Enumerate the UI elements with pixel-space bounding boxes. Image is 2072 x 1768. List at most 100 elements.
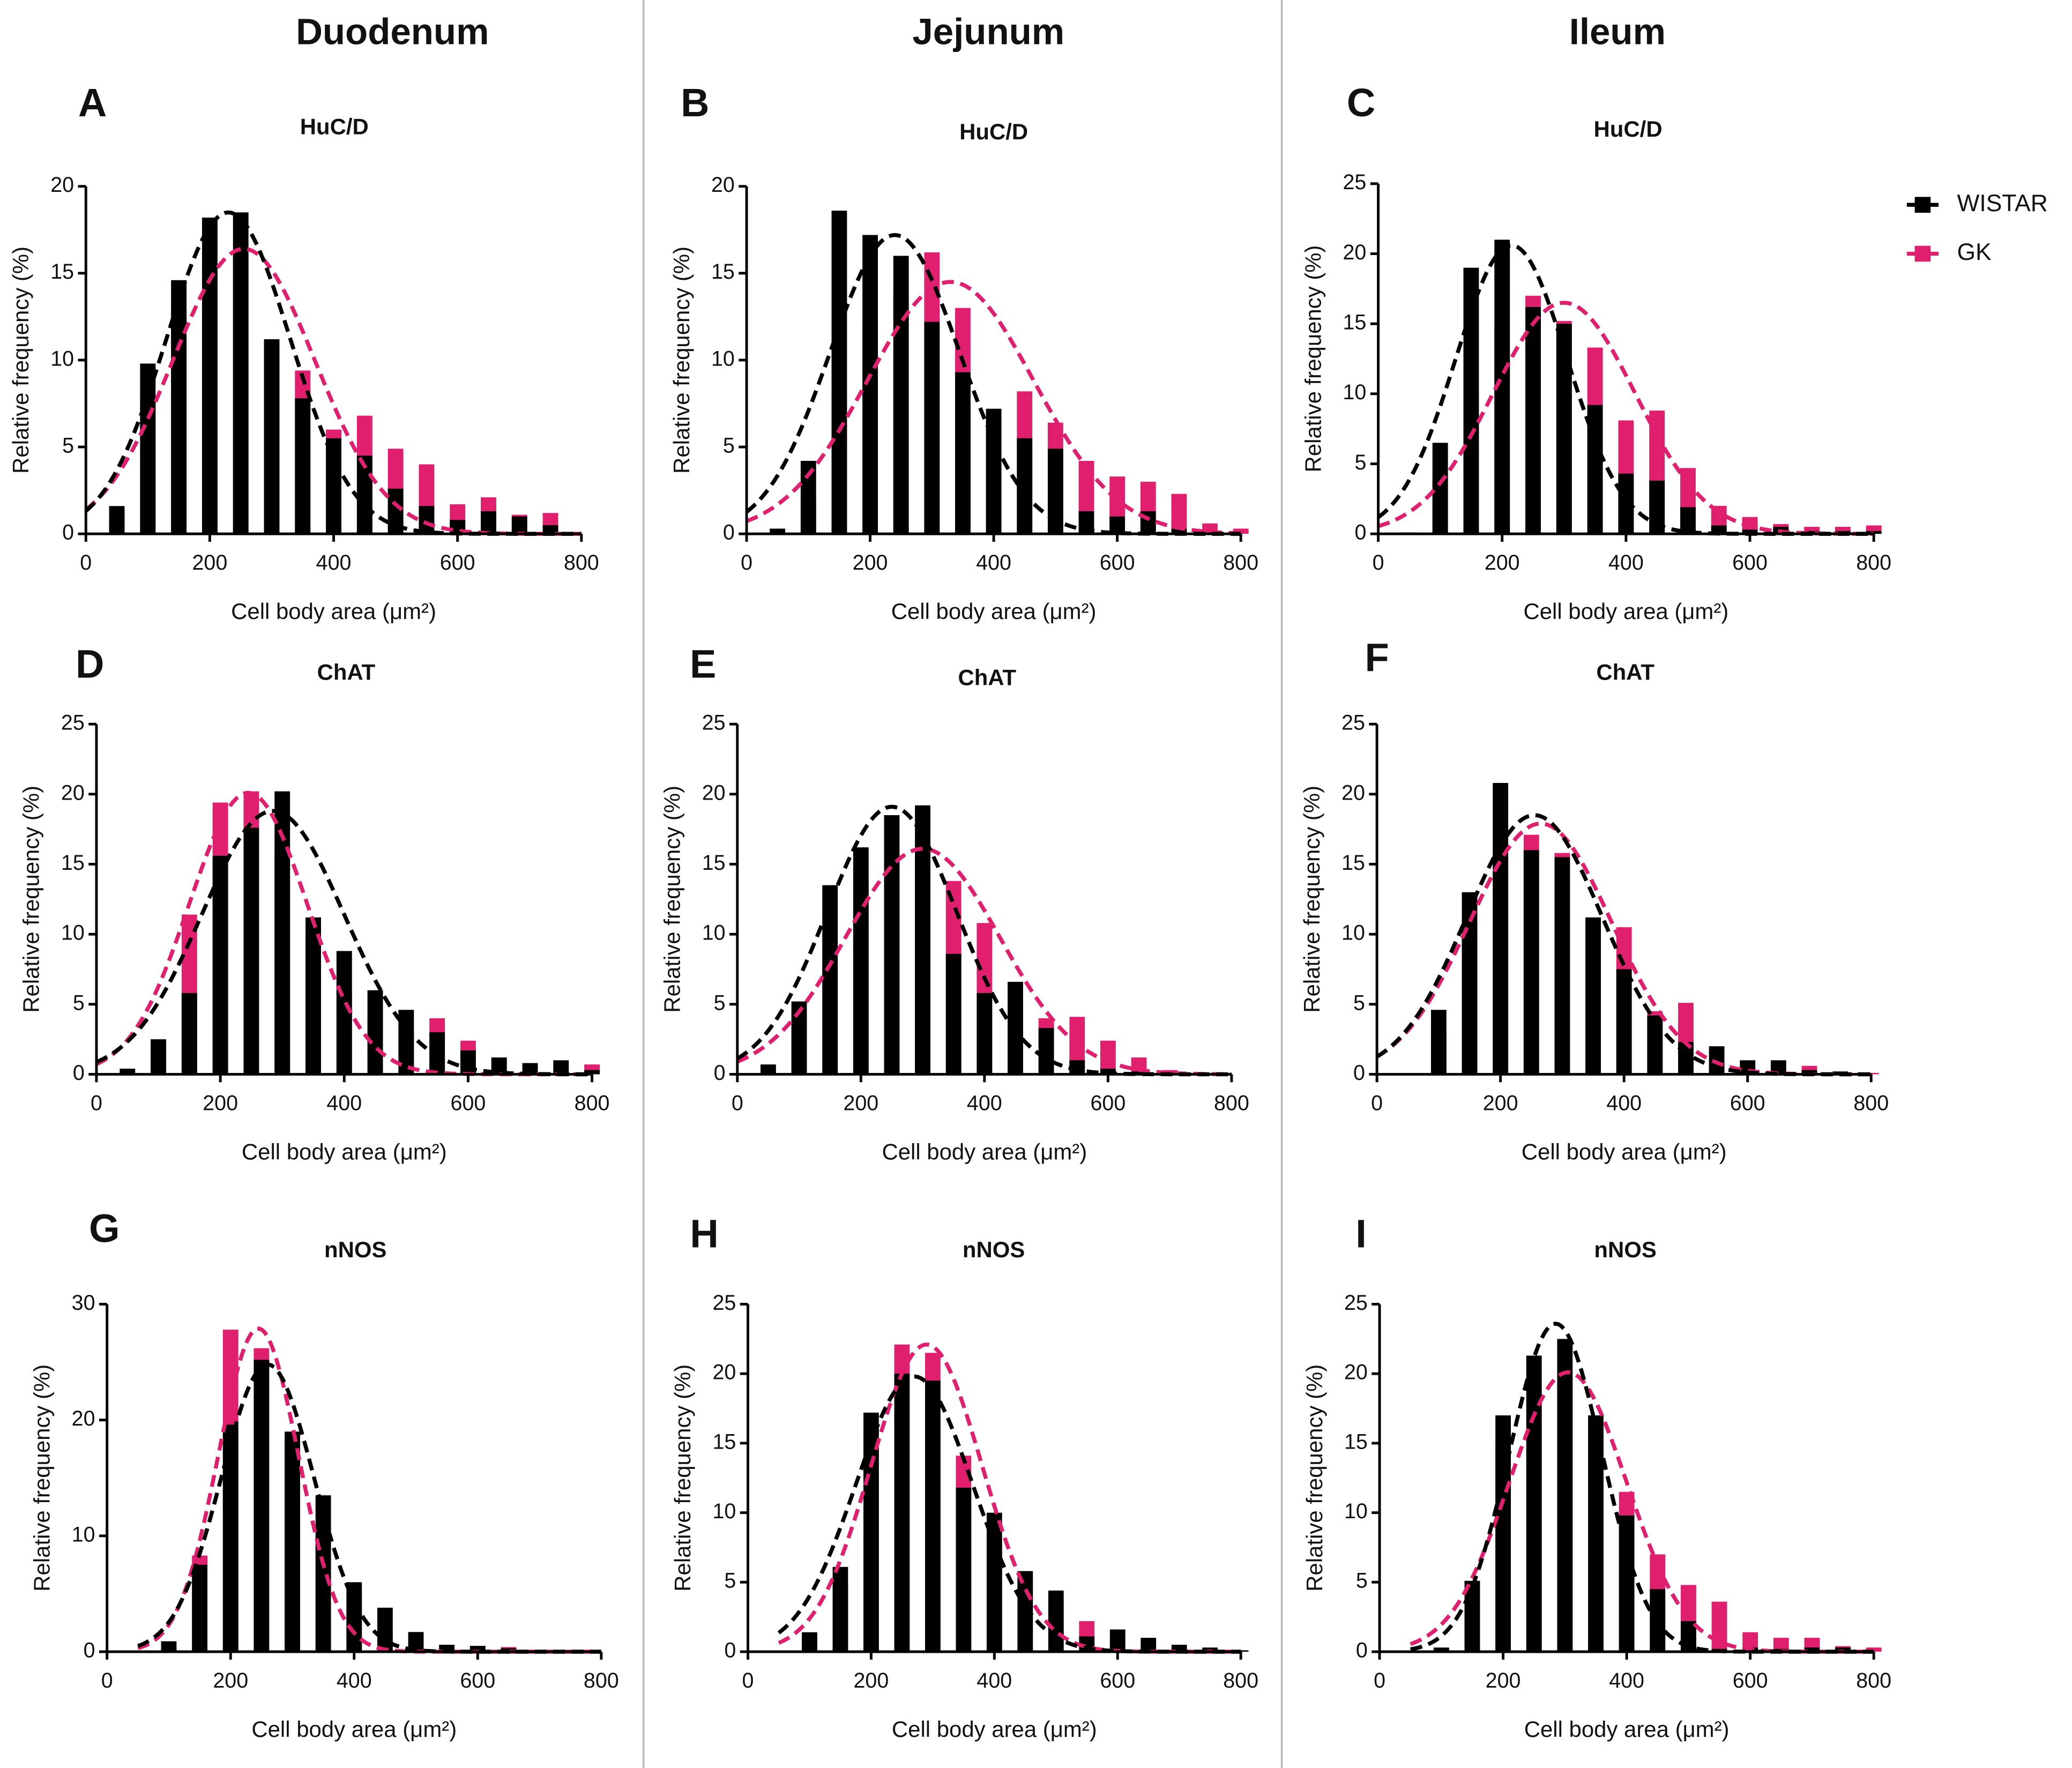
bar — [109, 506, 125, 534]
bar — [285, 1431, 300, 1652]
y-tick-label: 0 — [724, 1638, 736, 1662]
fit-curve — [1410, 1370, 1874, 1654]
panel-letter: F — [1365, 635, 1389, 680]
x-axis-label: Cell body area (μm²) — [1523, 599, 1728, 624]
x-tick-label: 0 — [1371, 1092, 1383, 1115]
x-tick-label: 600 — [440, 551, 475, 575]
x-tick-label: 200 — [213, 1669, 248, 1692]
bar — [181, 993, 197, 1075]
bar — [1171, 528, 1187, 534]
x-tick-label: 0 — [1374, 1669, 1385, 1692]
y-tick-label: 25 — [702, 711, 726, 735]
y-axis-label: Relative frequency (%) — [670, 1364, 695, 1592]
bar — [481, 511, 496, 534]
bar — [925, 1381, 941, 1652]
y-tick-label: 10 — [712, 1500, 736, 1523]
panel-letter: A — [78, 80, 107, 125]
y-tick-label: 15 — [1344, 1430, 1368, 1453]
x-tick-label: 600 — [1732, 551, 1768, 575]
bar — [1131, 1071, 1147, 1075]
panel-title: ChAT — [958, 665, 1016, 690]
x-tick-label: 0 — [91, 1092, 102, 1115]
bar — [770, 528, 786, 534]
bar — [1557, 1339, 1573, 1652]
bar — [1038, 1028, 1054, 1075]
bar — [1233, 1650, 1249, 1652]
x-tick-label: 600 — [1090, 1092, 1126, 1115]
y-tick-label: 15 — [711, 260, 735, 284]
bar — [1804, 1647, 1820, 1652]
bar — [511, 516, 527, 534]
x-tick-label: 200 — [1485, 551, 1520, 575]
bar — [761, 1064, 776, 1075]
x-tick-label: 0 — [741, 551, 752, 575]
bar — [1647, 1015, 1663, 1075]
x-tick-label: 600 — [1100, 551, 1135, 575]
y-tick-label: 10 — [1341, 921, 1365, 945]
bar — [1433, 1647, 1449, 1652]
bar — [1432, 443, 1448, 534]
bar — [894, 1374, 910, 1652]
y-tick-label: 5 — [1353, 991, 1365, 1014]
x-tick-label: 600 — [460, 1669, 495, 1692]
x-tick-label: 600 — [451, 1092, 486, 1115]
y-tick-label: 15 — [61, 851, 85, 875]
legend-label: WISTAR — [1957, 190, 2047, 217]
x-tick-label: 400 — [1606, 1092, 1642, 1115]
y-tick-label: 5 — [73, 991, 85, 1014]
y-tick-label: 25 — [1343, 170, 1367, 194]
bar — [212, 855, 228, 1075]
x-tick-label: 800 — [564, 551, 599, 575]
fit-curve — [778, 1342, 1241, 1654]
y-tick-label: 5 — [724, 1569, 736, 1593]
x-tick-label: 800 — [575, 1092, 610, 1115]
bar — [955, 372, 971, 534]
bar — [1493, 782, 1509, 1075]
bar — [831, 211, 847, 534]
x-tick-label: 200 — [192, 551, 228, 575]
y-tick-label: 15 — [1341, 851, 1365, 875]
bar — [419, 506, 435, 534]
panel-title: nNOS — [1594, 1237, 1656, 1262]
y-tick-label: 15 — [50, 260, 74, 284]
x-tick-label: 200 — [843, 1092, 878, 1115]
fit-curve — [137, 1326, 601, 1654]
y-tick-label: 25 — [712, 1291, 736, 1315]
x-tick-label: 800 — [1853, 1092, 1889, 1115]
y-tick-label: 15 — [702, 851, 726, 875]
x-tick-label: 200 — [203, 1092, 238, 1115]
y-tick-label: 0 — [723, 521, 735, 544]
column-header: Jejunum — [912, 11, 1064, 52]
bar — [326, 438, 342, 534]
fit-curve — [1377, 301, 1874, 536]
x-axis-label: Cell body area (μm²) — [1524, 1717, 1730, 1742]
y-tick-label: 5 — [62, 434, 74, 457]
bar — [1863, 1072, 1879, 1075]
bar — [924, 322, 940, 534]
x-tick-label: 600 — [1100, 1669, 1135, 1692]
x-tick-label: 400 — [316, 551, 352, 575]
panel-title: HuC/D — [959, 119, 1028, 144]
x-tick-label: 200 — [1483, 1092, 1518, 1115]
bar — [1233, 528, 1249, 534]
y-tick-label: 5 — [1356, 1569, 1368, 1593]
y-tick-label: 10 — [50, 347, 74, 370]
bar — [542, 525, 558, 534]
y-tick-label: 20 — [72, 1407, 95, 1430]
x-tick-label: 800 — [1856, 1669, 1891, 1692]
legend-label: GK — [1957, 239, 1992, 265]
y-tick-label: 0 — [73, 1061, 85, 1085]
bar — [120, 1069, 136, 1075]
bar — [956, 1487, 972, 1652]
x-axis-label: Cell body area (μm²) — [882, 1139, 1087, 1165]
fit-curve — [746, 280, 1241, 535]
y-tick-label: 30 — [72, 1291, 95, 1315]
y-tick-label: 10 — [1343, 381, 1367, 404]
x-axis-label: Cell body area (μm²) — [231, 599, 436, 624]
x-axis-label: Cell body area (μm²) — [891, 599, 1097, 624]
panel-title: ChAT — [317, 660, 376, 685]
y-tick-label: 0 — [714, 1061, 726, 1085]
panel-title: nNOS — [963, 1237, 1025, 1262]
bar — [1742, 529, 1758, 534]
bar — [832, 1566, 848, 1652]
